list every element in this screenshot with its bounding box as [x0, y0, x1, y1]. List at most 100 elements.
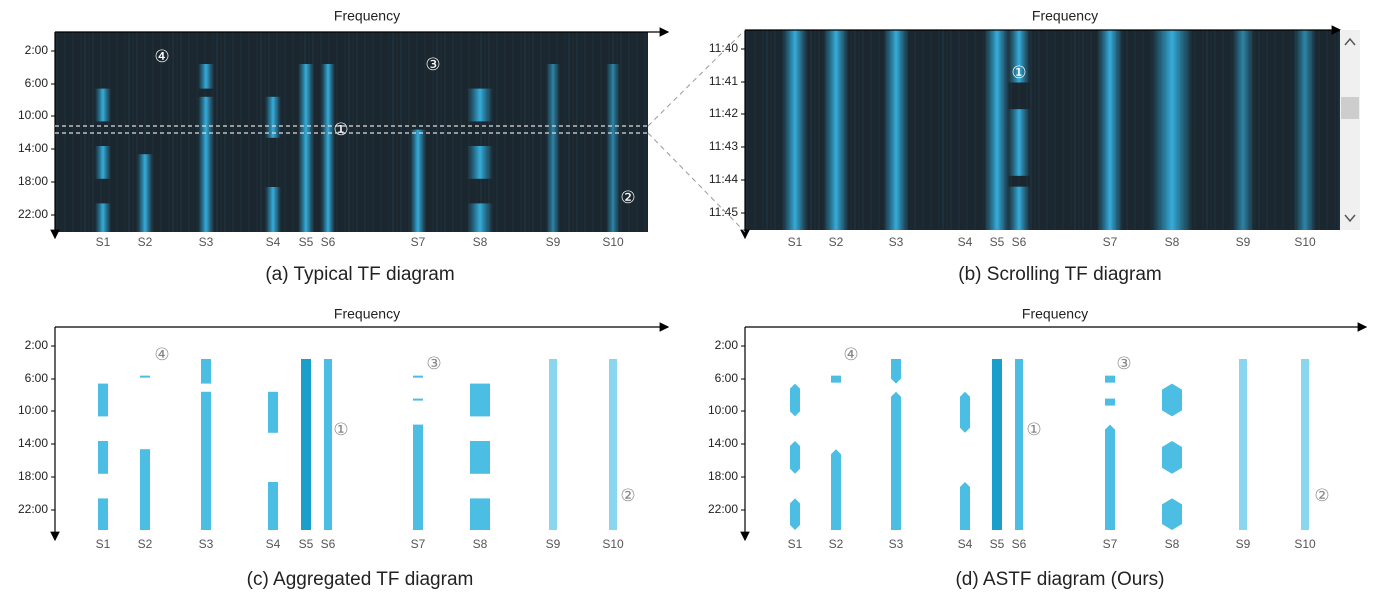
y-tick-label: 22:00 — [18, 502, 48, 516]
signal-band — [883, 30, 909, 230]
signal-label: S2 — [138, 537, 153, 551]
panel: Frequency11:4011:4111:4211:4311:4411:45S… — [709, 8, 1340, 285]
signal-shape — [1301, 359, 1309, 530]
annotation: ④ — [154, 47, 169, 67]
signal-label: S3 — [199, 537, 214, 551]
signal-block — [470, 384, 490, 417]
y-tick-label: 10:00 — [18, 403, 48, 417]
signal-label: S4 — [266, 537, 281, 551]
signal-band — [1151, 30, 1193, 230]
signal-label: S4 — [958, 235, 973, 249]
signal-band — [95, 146, 111, 179]
signal-label: S6 — [1012, 537, 1027, 551]
signal-band — [467, 89, 493, 122]
signal-block — [98, 384, 108, 417]
signal-label: S5 — [990, 537, 1005, 551]
axis-label: Frequency — [1032, 8, 1098, 24]
signal-block — [268, 392, 278, 433]
annotation: ① — [1011, 63, 1026, 83]
burst — [140, 376, 150, 378]
annotation: ② — [620, 486, 635, 506]
signal-block — [413, 425, 423, 530]
y-tick-label: 6:00 — [25, 371, 49, 385]
y-tick-label: 6:00 — [715, 371, 739, 385]
signal-band — [265, 97, 281, 138]
signal-band — [95, 89, 111, 122]
signal-block — [98, 441, 108, 474]
signal-label: S9 — [546, 235, 561, 249]
signal-shape — [960, 482, 970, 530]
axis-label: Frequency — [334, 306, 400, 322]
burst — [413, 399, 423, 401]
signal-band — [410, 130, 426, 232]
caption: (b) Scrolling TF diagram — [958, 264, 1161, 285]
annotation: ③ — [425, 55, 440, 75]
signal-block — [201, 359, 211, 384]
signal-label: S1 — [96, 235, 111, 249]
y-tick-label: 18:00 — [18, 174, 48, 188]
axis-label: Frequency — [334, 8, 400, 24]
signal-label: S4 — [958, 537, 973, 551]
y-tick-label: 11:41 — [709, 74, 738, 88]
signal-label: S1 — [788, 537, 803, 551]
signal-shape — [1162, 441, 1182, 474]
signal-band — [1294, 30, 1316, 230]
signal-band — [467, 146, 493, 179]
signal-band — [1097, 30, 1123, 230]
scrollbar-thumb[interactable] — [1341, 97, 1359, 119]
signal-band — [95, 203, 111, 232]
y-tick-label: 2:00 — [25, 338, 49, 352]
signal-label: S3 — [199, 235, 214, 249]
burst — [413, 376, 423, 378]
burst — [1105, 376, 1115, 383]
signal-label: S10 — [602, 537, 624, 551]
signal-block — [201, 392, 211, 530]
y-tick-label: 14:00 — [18, 436, 48, 450]
signal-label: S7 — [411, 235, 426, 249]
signal-shape — [1239, 359, 1247, 530]
signal-label: S9 — [1236, 235, 1251, 249]
signal-label: S9 — [1236, 537, 1251, 551]
y-tick-label: 2:00 — [715, 338, 739, 352]
y-tick-label: 11:40 — [709, 41, 738, 55]
signal-band — [137, 154, 153, 232]
signal-label: S10 — [602, 235, 624, 249]
signal-band — [198, 97, 214, 232]
signal-label: S9 — [546, 537, 561, 551]
signal-shape — [1105, 425, 1115, 530]
y-tick-label: 11:42 — [709, 106, 738, 120]
signal-band — [467, 203, 493, 232]
signal-band — [984, 30, 1010, 230]
signal-shape — [960, 392, 970, 433]
signal-shape — [992, 359, 1002, 530]
y-tick-label: 10:00 — [708, 403, 738, 417]
signal-band — [1008, 187, 1030, 230]
signal-label: S10 — [1294, 235, 1316, 249]
y-tick-label: 10:00 — [18, 108, 48, 122]
y-tick-label: 14:00 — [18, 141, 48, 155]
signal-label: S3 — [889, 537, 904, 551]
signal-label: S5 — [990, 235, 1005, 249]
y-tick-label: 11:44 — [709, 172, 738, 186]
caption: (a) Typical TF diagram — [265, 264, 454, 285]
signal-label: S3 — [889, 235, 904, 249]
signal-label: S8 — [1165, 235, 1180, 249]
burst — [831, 376, 841, 383]
signal-shape — [891, 392, 901, 530]
caption: (c) Aggregated TF diagram — [247, 569, 474, 590]
signal-shape — [831, 449, 841, 530]
annotation: ③ — [426, 354, 441, 374]
y-tick-label: 22:00 — [18, 207, 48, 221]
signal-label: S2 — [138, 235, 153, 249]
signal-band — [823, 30, 849, 230]
y-tick-label: 18:00 — [18, 469, 48, 483]
signal-band — [782, 30, 808, 230]
signal-block — [470, 441, 490, 474]
signal-block — [268, 482, 278, 530]
signal-label: S8 — [473, 235, 488, 249]
signal-band — [198, 64, 214, 89]
signal-band — [606, 64, 620, 232]
